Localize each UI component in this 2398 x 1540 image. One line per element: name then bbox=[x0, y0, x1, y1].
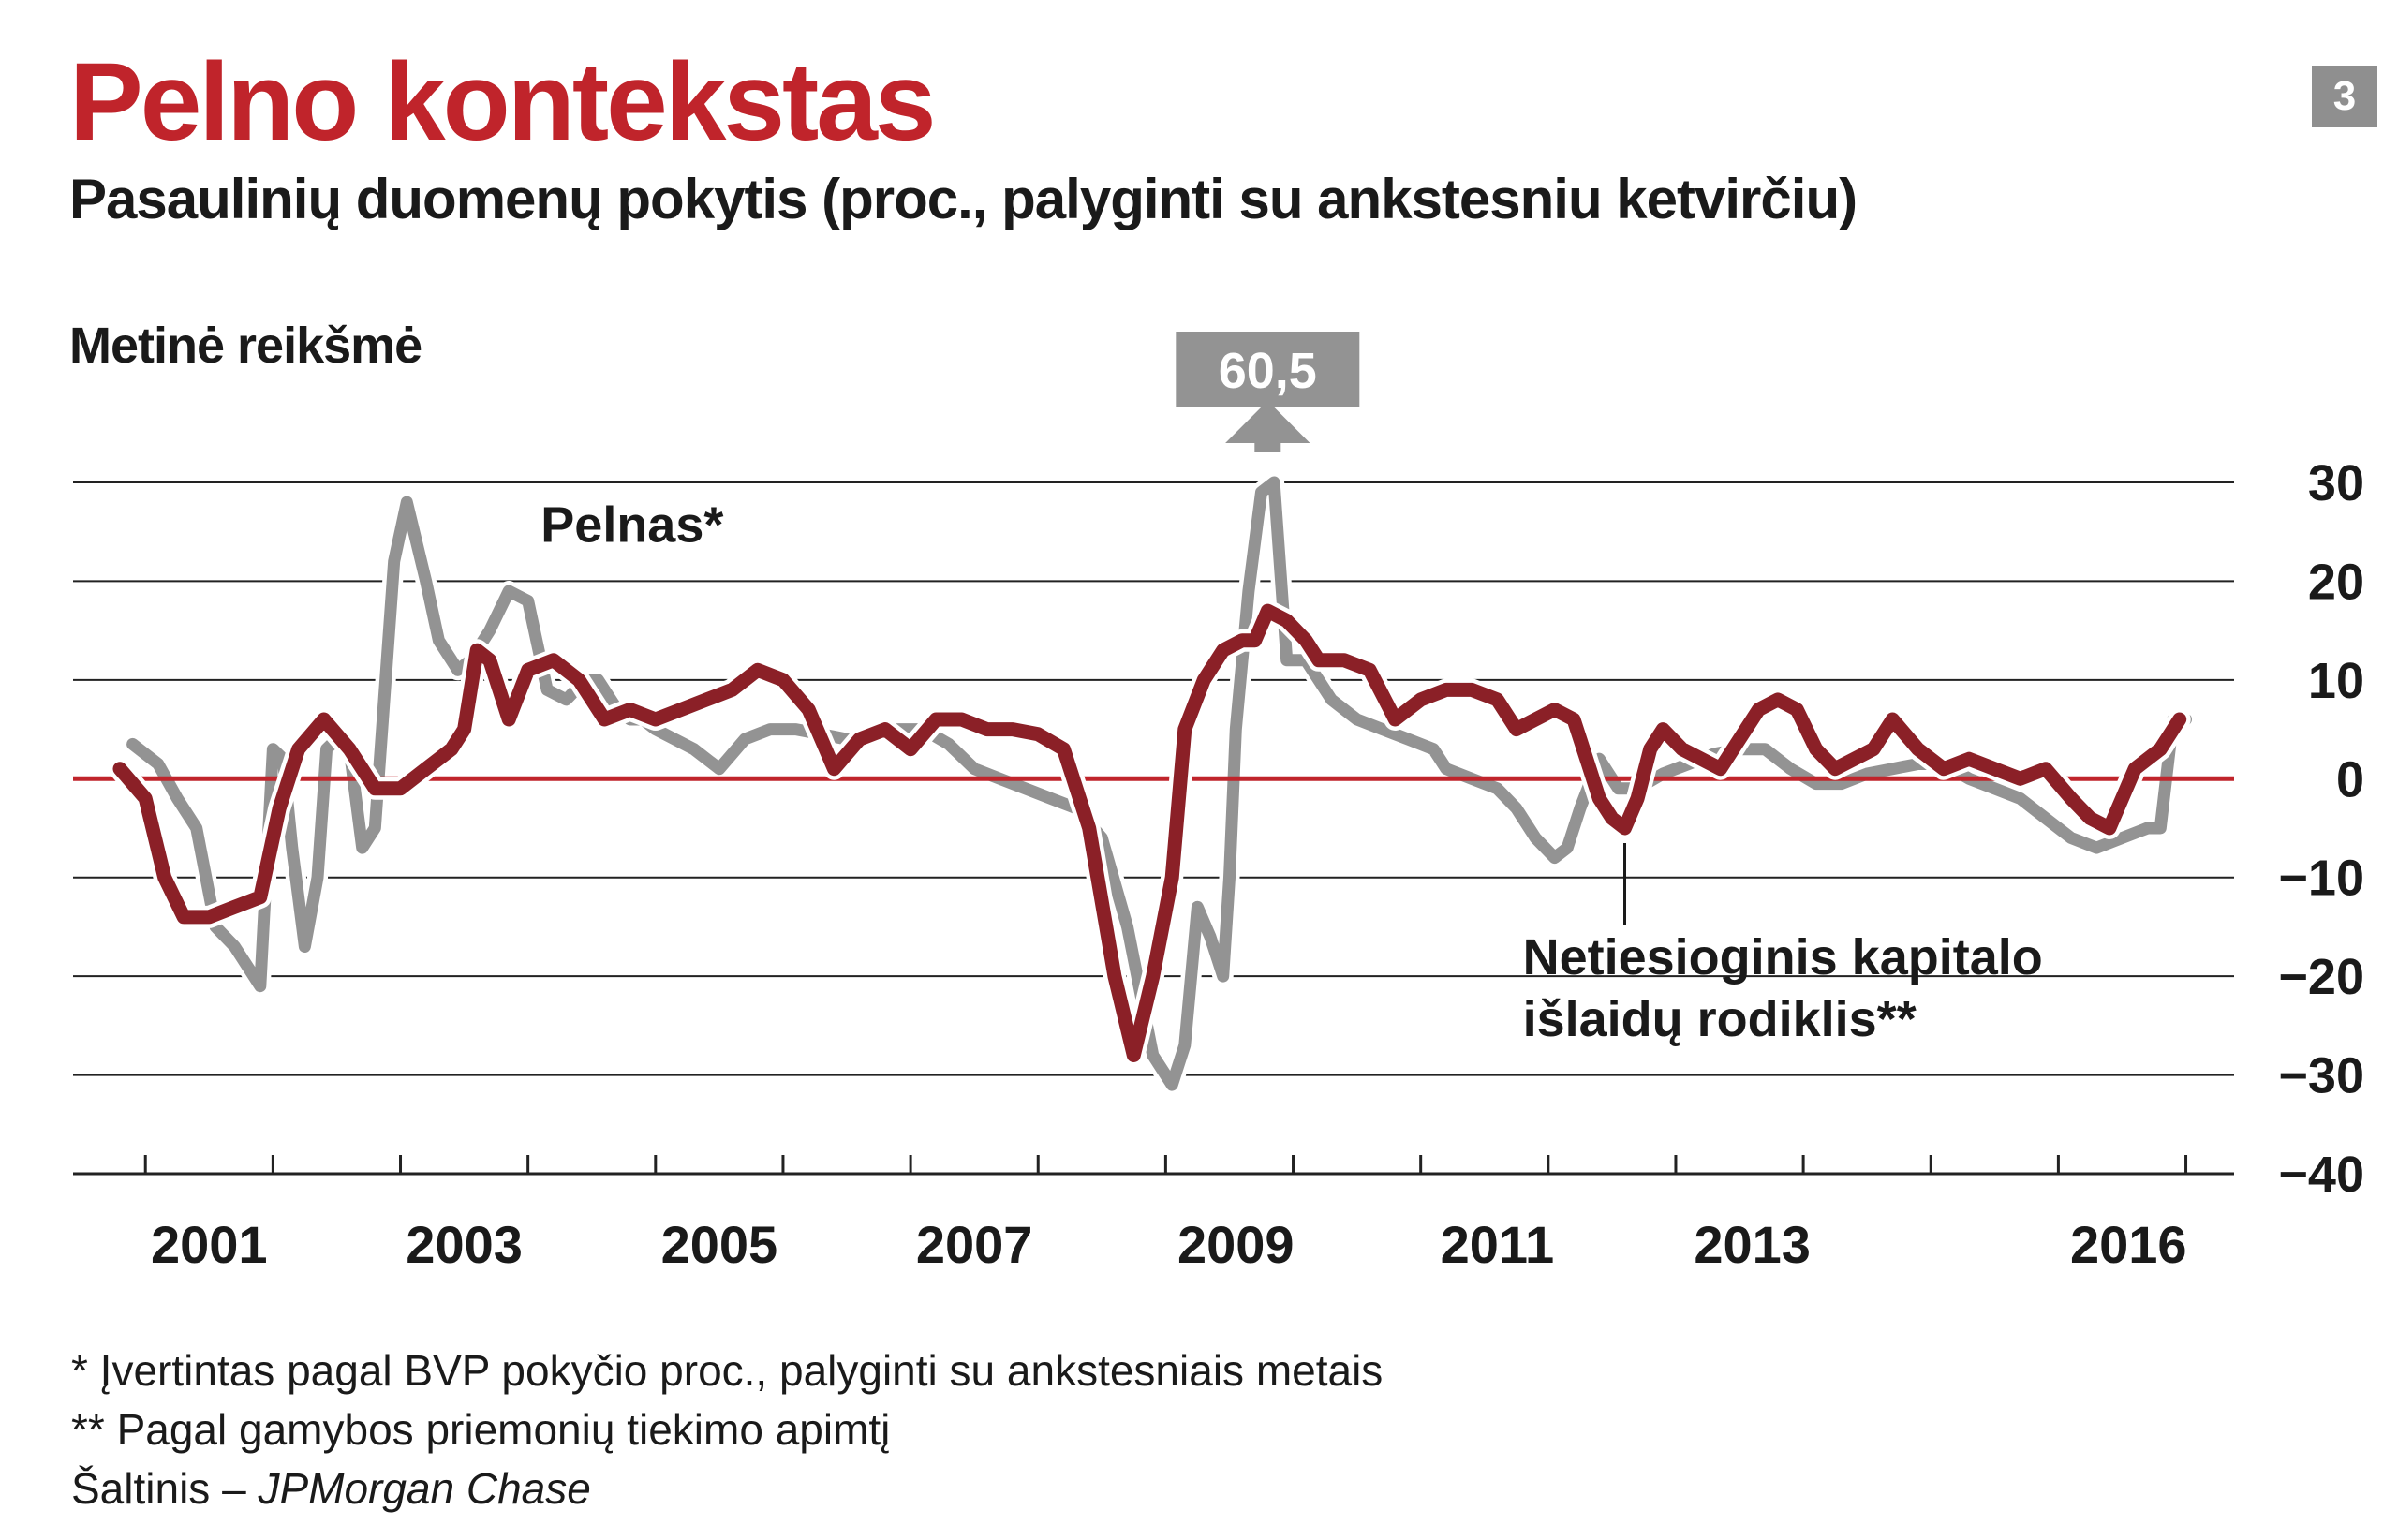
x-tick-label: 2013 bbox=[1694, 1215, 1811, 1274]
y-axis: 30 20 10 0 −10 −20 −30 −40 bbox=[2278, 455, 2364, 1203]
profit-series-label: Pelnas* bbox=[540, 496, 723, 553]
x-tick-label: 2001 bbox=[151, 1215, 268, 1274]
figure-number-badge: 3 bbox=[2312, 66, 2377, 127]
source-line: Šaltinis – JPMorgan Chase bbox=[71, 1459, 1383, 1518]
y-tick-label: −10 bbox=[2278, 851, 2364, 907]
y-tick-label: −30 bbox=[2278, 1048, 2364, 1104]
y-axis-unit-label: Metinė reikšmė bbox=[69, 318, 422, 374]
profit-line bbox=[126, 476, 2192, 1091]
annotation-layer: Pelnas* 60,5 Netiesioginis kapitalo išlaidų… bbox=[540, 332, 2043, 1047]
footnote-1: * Įvertintas pagal BVP pokyčio proc., pa… bbox=[71, 1346, 1384, 1395]
y-tick-label: 20 bbox=[2308, 554, 2364, 610]
series-layer bbox=[73, 472, 2234, 1096]
capex-line bbox=[112, 603, 2187, 1062]
capex-series-label-line2: išlaidų rodiklis** bbox=[1523, 991, 1917, 1047]
x-tick-label: 2011 bbox=[1441, 1215, 1555, 1274]
page-title: Pelno kontekstas bbox=[69, 40, 937, 164]
capex-series-label: Netiesioginis kapitalo bbox=[1523, 929, 2043, 985]
x-axis: 2001 2003 2005 2007 2009 2011 2013 2016 bbox=[143, 1155, 2188, 1274]
off-scale-value-label: 60,5 bbox=[1219, 343, 1317, 399]
y-tick-label: −20 bbox=[2278, 949, 2364, 1005]
source-name: JPMorgan Chase bbox=[258, 1464, 591, 1513]
x-tick-label: 2005 bbox=[661, 1215, 778, 1274]
footnote-2: ** Pagal gamybos priemonių tiekimo apimt… bbox=[71, 1405, 891, 1454]
x-tick-label: 2016 bbox=[2070, 1215, 2187, 1274]
off-scale-value-box bbox=[1176, 332, 1360, 407]
x-tick-label: 2007 bbox=[916, 1215, 1033, 1274]
y-tick-label: 10 bbox=[2308, 653, 2364, 709]
x-tick-label: 2009 bbox=[1177, 1215, 1295, 1274]
y-tick-label: −40 bbox=[2278, 1147, 2364, 1203]
source-prefix: Šaltinis – bbox=[71, 1464, 259, 1513]
y-tick-label: 30 bbox=[2308, 455, 2364, 511]
page-subtitle: Pasaulinių duomenų pokytis (proc., palyg… bbox=[69, 168, 1858, 230]
x-tick-label: 2003 bbox=[406, 1215, 523, 1274]
y-tick-label: 0 bbox=[2336, 751, 2364, 807]
footnotes: * Įvertintas pagal BVP pokyčio proc., pa… bbox=[71, 1341, 1383, 1518]
